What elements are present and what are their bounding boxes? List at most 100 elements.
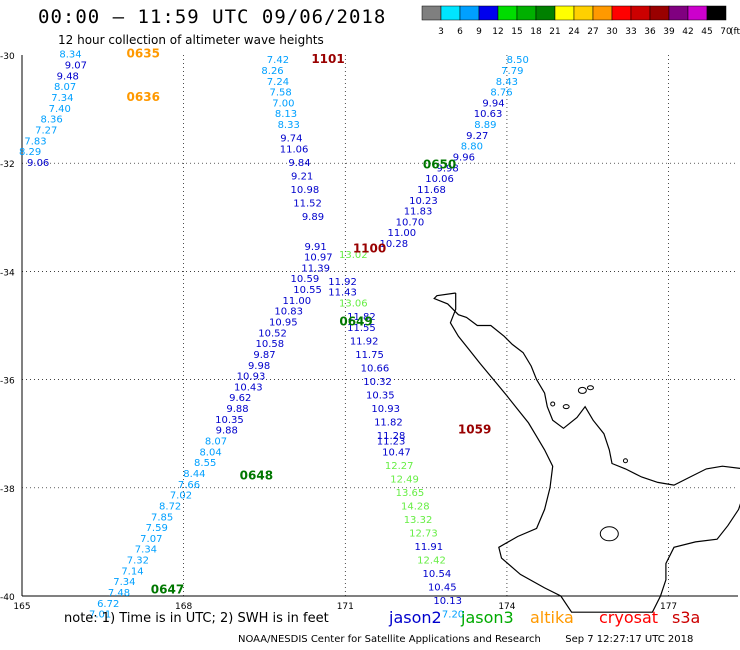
footer-org: NOAA/NESDIS Center for Satellite Applica… [238,634,541,645]
island [562,404,570,410]
legend-swatch [497,5,518,21]
legend-tick-label: 70 [720,27,732,37]
legend-swatch [668,5,689,21]
satellite-name-altika: altika [530,608,574,627]
pass-time-label: 1100 [353,241,386,255]
wave-height-value: 9.88 [226,404,248,415]
pass-time-label: 0635 [127,47,160,61]
wave-height-value: 10.93 [237,372,266,383]
pass-time-label: 1101 [311,52,344,66]
lat-axis-label: -36 [0,377,15,387]
wave-height-value: 12.42 [417,556,446,567]
legend-swatch [649,5,670,21]
wave-height-value: 7.40 [49,104,71,115]
pass-time-label: 1059 [458,423,491,437]
wave-height-value: 9.96 [453,152,475,163]
wave-height-value: 11.43 [328,288,357,299]
wave-height-value: 7.48 [108,588,130,599]
wave-height-value: 7.58 [269,88,291,99]
legend-swatch [611,5,632,21]
pass-time-label: 0650 [423,158,456,172]
legend-tick-label: 24 [568,27,580,37]
wave-height-value: 7.34 [51,93,73,104]
legend-tick-label: 18 [530,27,542,37]
wave-height-value: 10.35 [215,415,244,426]
wave-height-value: 7.79 [501,66,523,77]
wave-height-value: 9.84 [288,158,310,169]
lat-axis-label: -30 [0,52,15,62]
wave-height-value: 9.94 [482,98,504,109]
page-subtitle: 12 hour collection of altimeter wave hei… [58,33,324,47]
wave-height-value: 9.74 [280,134,302,145]
legend-tick-label: 45 [701,27,712,37]
lon-axis-label: 171 [337,602,354,612]
wave-height-value: 10.28 [379,239,408,250]
wave-height-value: 10.70 [396,217,425,228]
wave-height-value: 8.33 [278,120,300,131]
legend-swatch [687,5,708,21]
legend-swatch [535,5,556,21]
legend-unit: (ft) [730,27,740,37]
legend-tick-label: 42 [682,27,693,37]
wave-height-value: 10.55 [293,285,322,296]
legend-swatch [421,5,442,21]
legend-tick-label: 3 [438,27,444,37]
legend-swatch [706,5,727,21]
legend-tick-label: 12 [492,27,503,37]
wave-height-value: 7.42 [267,55,289,66]
wave-height-value: 14.28 [401,501,430,512]
wave-height-value: 8.13 [275,109,297,120]
page-title: 00:00 – 11:59 UTC 09/06/2018 [38,6,387,28]
wave-height-value: 9.07 [65,61,87,72]
wave-height-value: 13.32 [404,515,433,526]
wave-height-value: 8.07 [54,82,76,93]
lat-axis-label: -32 [0,160,15,170]
wave-height-value: 9.91 [305,242,327,253]
wave-height-value: 11.82 [374,418,403,429]
legend-tick-label: 36 [644,27,656,37]
wave-height-value: 9.98 [437,163,459,174]
wave-height-value: 10.13 [433,596,462,607]
lat-axis-label: -40 [0,593,15,603]
wave-height-value: 10.63 [474,109,503,120]
wave-height-value: 12.27 [385,461,414,472]
wave-height-value: 7.00 [272,98,294,109]
legend-swatch [478,5,499,21]
units-note: note: 1) Time is in UTC; 2) SWH is in fe… [64,611,329,626]
wave-height-value: 7.27 [35,125,57,136]
wave-height-value: 10.35 [366,391,395,402]
wave-height-value: 8.72 [159,501,181,512]
legend-swatch [573,5,594,21]
wave-height-value: 11.82 [347,312,376,323]
legend-tick-label: 21 [549,27,560,37]
wave-height-value: 8.55 [194,458,216,469]
legend-tick-label: 39 [663,27,675,37]
wave-height-value: 7.24 [267,77,289,88]
legend-tick-label: 9 [476,27,482,37]
satellite-name-s3a: s3a [672,608,701,627]
wave-height-value: 8.34 [59,50,81,61]
pass-time-label: 0647 [151,582,184,596]
wave-height-value: 11.00 [388,228,417,239]
wave-height-value: 8.89 [474,120,496,131]
wave-height-value: 10.66 [361,363,390,374]
pass-time-label: 0649 [339,315,372,329]
wave-height-value: 10.97 [304,253,333,264]
wave-height-value: 10.83 [274,307,303,318]
wave-height-value: 9.21 [291,171,313,182]
wave-height-value: 9.89 [302,212,324,223]
wave-height-value: 9.98 [248,361,270,372]
wave-height-value: 10.06 [425,174,454,185]
wave-height-value: 8.36 [41,115,63,126]
wave-height-value: 9.62 [229,393,251,404]
lat-axis-label: -34 [0,268,15,278]
wave-height-value: 10.45 [428,583,457,594]
wave-height-value: 13.06 [339,299,368,310]
satellite-name-jason3: jason3 [461,608,514,627]
wave-height-value: 6.72 [97,599,119,610]
satellite-name-jason2: jason2 [389,608,442,627]
wave-height-value: 8.43 [496,77,518,88]
wave-height-value: 11.92 [350,336,379,347]
